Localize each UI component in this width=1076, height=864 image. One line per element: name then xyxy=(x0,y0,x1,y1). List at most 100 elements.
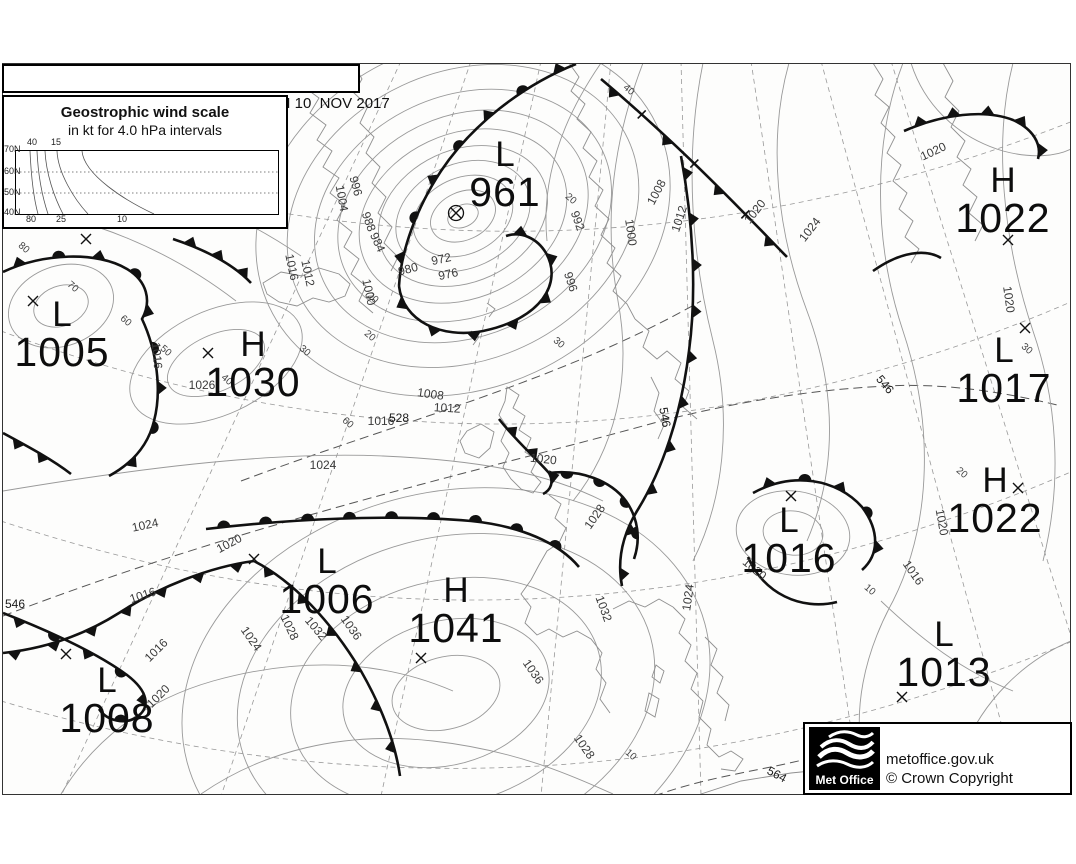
synoptic-map: 996 1004 988 984 980 972 976 1000 992 996 1000 1008… xyxy=(2,63,1071,795)
graticule-number-label: 40 xyxy=(621,82,637,98)
pressure-centre-value: 1005 xyxy=(14,329,110,375)
isobar-label: 1020 xyxy=(741,196,769,226)
isobar-label: 1026 xyxy=(189,378,216,392)
branding-copyright: © Crown Copyright xyxy=(886,770,1013,787)
branding-url: metoffice.gov.uk xyxy=(886,751,994,768)
isobar: 9961004988984980972976100099299610001008… xyxy=(128,139,1018,762)
isobar-label: 1036 xyxy=(520,657,547,687)
wind-scale-box: Geostrophic wind scale in kt for 4.0 hPa… xyxy=(2,95,288,229)
isobar-label: 1028 xyxy=(581,501,608,531)
pressure-centre-letter: H xyxy=(982,461,1008,500)
isobar-label: 1024 xyxy=(238,624,265,654)
isobar-label: 980 xyxy=(396,260,419,279)
isobar-label: 1032 xyxy=(593,594,615,624)
pressure-centre-value: 961 xyxy=(469,169,541,215)
isobar-label: 1020 xyxy=(529,451,557,468)
centre-cross-icon xyxy=(27,295,39,307)
centre-cross-icon xyxy=(1012,482,1024,494)
pressure-centre-value: 1017 xyxy=(956,365,1052,411)
isobar-label: 972 xyxy=(430,250,453,268)
isobar-label: 1020 xyxy=(1000,285,1018,314)
thickness-label: 546 xyxy=(873,372,897,397)
isobar-label: 1024 xyxy=(679,583,697,612)
wind-scale-axis-label: 50N xyxy=(4,187,21,197)
wind-scale-axis-label: 25 xyxy=(56,214,67,224)
isobar-label: 1028 xyxy=(571,732,598,762)
coastlines xyxy=(262,64,984,794)
pressure-centre-value: 1022 xyxy=(955,195,1051,241)
pressure-centre-letter: H xyxy=(990,161,1016,200)
met-office-logo: Met Office xyxy=(809,727,880,790)
pressure-centre: L 1013 xyxy=(896,617,992,695)
thickness-label: 564 xyxy=(765,764,790,786)
isobar-label: 1020 xyxy=(918,139,948,163)
pressure-centre-letter: L xyxy=(495,135,515,174)
centre-cross-icon xyxy=(415,652,427,664)
pressure-centre-letter: L xyxy=(317,542,337,581)
graticule-number-label: 20 xyxy=(563,191,579,207)
isobar-label: 996 xyxy=(347,174,366,197)
isobar-label: 992 xyxy=(568,209,588,233)
logo-waves-icon xyxy=(816,730,875,769)
pressure-centre: L 1008 xyxy=(59,661,154,739)
wind-scale-title: Geostrophic wind scale xyxy=(60,104,230,121)
graticule-number-label: 70 xyxy=(65,279,81,295)
wind-scale-axis-label: 80 xyxy=(26,214,37,224)
graticule-number-label: 80 xyxy=(16,240,32,256)
pressure-centre: L 1016 xyxy=(741,503,837,581)
wind-scale-axis-label: 10 xyxy=(117,214,128,224)
isobar-label: 1024 xyxy=(310,458,337,472)
thickness-label: 528 xyxy=(389,411,409,425)
pressure-centre-letter: L xyxy=(52,295,72,334)
centre-cross-icon xyxy=(785,490,797,502)
pressure-centre: L 1005 xyxy=(14,295,110,375)
isobar-label: 1016 xyxy=(128,584,158,606)
isobar-label: 1004 xyxy=(333,184,351,213)
wind-scale-subtitle: in kt for 4.0 hPa intervals xyxy=(67,122,223,138)
isobar-label: 988 xyxy=(359,210,379,234)
isobar-label: 976 xyxy=(437,265,460,283)
isobar-label: 1024 xyxy=(796,214,824,244)
graticule-number-label: 30 xyxy=(551,335,567,351)
isobar-label: 1012 xyxy=(298,259,317,288)
thickness-label: 546 xyxy=(656,406,673,428)
isobar-label: 1016 xyxy=(142,636,171,665)
graticule-lines xyxy=(3,64,1070,794)
centre-cross-icon xyxy=(248,553,260,565)
isobar-label: 1016 xyxy=(149,342,165,370)
wind-scale-axis-label: 15 xyxy=(51,137,62,147)
wind-scale-axis-label: 40N xyxy=(4,207,21,217)
wind-scale-axis-label: 60N xyxy=(4,166,21,176)
isobar-label: 1000 xyxy=(622,218,640,247)
pressure-centre: L 1006 xyxy=(279,542,375,622)
isobar-label: 1000 xyxy=(359,278,378,307)
isobar-label: 1016 xyxy=(282,253,301,282)
branding-box: Met Office metoffice.gov.uk © Crown Copy… xyxy=(803,722,1072,795)
pressure-centre-letter: H xyxy=(240,325,266,364)
graticule-number-label: 10 xyxy=(862,582,878,598)
branding-text: metoffice.gov.uk © Crown Copyright xyxy=(886,750,1013,788)
wind-scale-axis-label: 40 xyxy=(27,137,38,147)
graticule-number-label: 10 xyxy=(623,747,639,763)
centre-markers xyxy=(27,204,1031,703)
isobar-label: 1020 xyxy=(214,531,244,556)
thickness-lines xyxy=(3,300,1062,794)
fronts xyxy=(3,64,1048,777)
pressure-centre-value: 1013 xyxy=(896,649,992,695)
centre-cross-icon xyxy=(60,648,72,660)
thickness: 546 528 546 546 564 xyxy=(5,372,897,785)
isobar-label: 1008 xyxy=(416,385,445,403)
pressure-centre-value: 1016 xyxy=(741,535,837,581)
pressure-centre: H 1022 xyxy=(947,461,1042,539)
isobar-label: 1016 xyxy=(368,414,395,428)
graticule-number-label: 60 xyxy=(340,415,356,431)
pressure-centre-letter: L xyxy=(994,331,1014,370)
isobar-label: 1012 xyxy=(434,400,462,415)
pressure-centre-letter: L xyxy=(97,661,117,700)
isobar-label: 1020 xyxy=(933,508,951,537)
isobar-label: 1012 xyxy=(668,204,690,234)
pressure-centre-value: 1006 xyxy=(279,576,375,622)
centre-cross-icon xyxy=(1019,322,1031,334)
pressure-centre-letter: H xyxy=(443,571,469,610)
